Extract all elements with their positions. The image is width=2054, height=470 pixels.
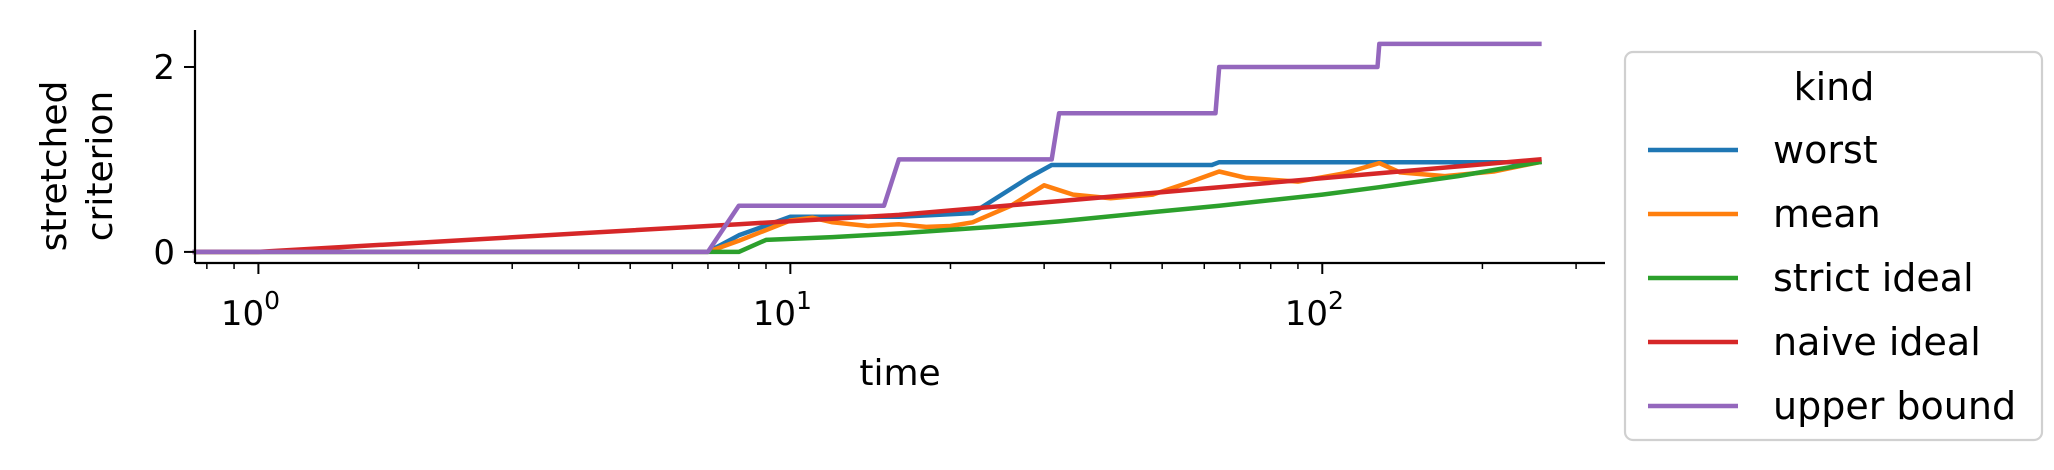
y-tick-label: 2 (153, 48, 175, 88)
x-tick-label: 100 (221, 286, 280, 334)
y-tick-label: 0 (153, 233, 175, 273)
series-line-upper-bound (192, 41, 1542, 255)
y-axis-label: stretched criterion (34, 81, 121, 252)
x-ticks: 100 101 102 (221, 263, 1344, 334)
y-axis-label-line-2: criterion (80, 91, 121, 242)
x-axis-label: time (859, 353, 940, 394)
series-line-strict-ideal (192, 159, 1542, 255)
legend-entries: worst mean strict ideal naive ideal upper bo… (1648, 128, 2016, 428)
y-ticks: 02 (153, 48, 195, 273)
x-minor-ticks (206, 263, 1577, 269)
legend-label-naive-ideal: naive ideal (1773, 320, 1981, 364)
x-tick-label: 102 (1285, 286, 1344, 334)
series-layer (192, 41, 1543, 255)
legend-label-mean: mean (1773, 192, 1881, 236)
legend-title: kind (1794, 65, 1875, 109)
legend: kind worst mean strict ideal naive ideal upp… (1623, 50, 2044, 442)
y-axis-label-line-1: stretched (34, 81, 75, 252)
series-line-naive-ideal (192, 156, 1542, 255)
legend-label-upper-bound: upper bound (1773, 384, 2016, 428)
legend-label-worst: worst (1773, 128, 1878, 172)
legend-label-strict-ideal: strict ideal (1773, 256, 1974, 300)
x-tick-label: 101 (753, 286, 812, 334)
legend-frame (1623, 50, 2044, 442)
plot-area: 100 101 102 02 (153, 30, 1605, 334)
